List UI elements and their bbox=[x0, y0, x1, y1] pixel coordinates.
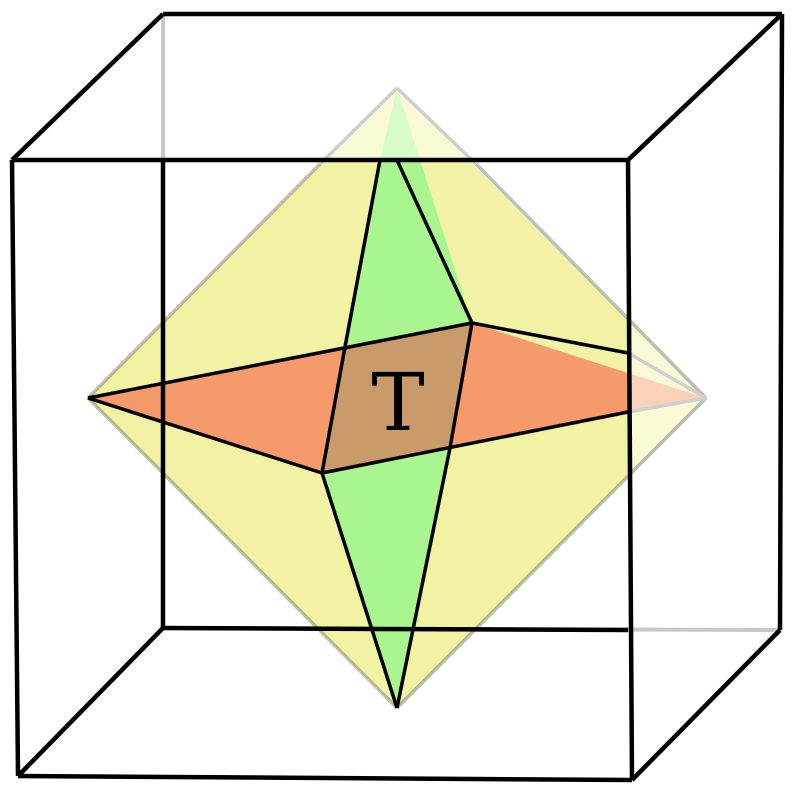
cube-bottom-right-edge bbox=[630, 628, 782, 782]
edge-front-bottom bbox=[321, 410, 629, 475]
cube-visible-edges bbox=[9, 11, 785, 783]
cross-section-intersection bbox=[322, 323, 472, 473]
edge-top-right bbox=[474, 162, 708, 400]
edge-apex-to-back-left bbox=[343, 159, 382, 348]
cube-bottom-left-edge bbox=[16, 626, 165, 778]
cube-top-left-edge bbox=[10, 12, 165, 162]
cube-back-right-edge bbox=[777, 13, 785, 631]
edge-right-faint-top bbox=[627, 351, 707, 400]
edge-bottom-right bbox=[395, 396, 708, 710]
vertical-cross-section-lower bbox=[322, 448, 450, 708]
edge-top-right-faint bbox=[395, 86, 478, 166]
edge-lower-right bbox=[395, 447, 452, 709]
cube-front-bottom-edge bbox=[17, 773, 633, 783]
octahedron-edges bbox=[86, 86, 708, 710]
edge-lower-left bbox=[320, 472, 399, 709]
edge-front-left-bottom bbox=[87, 396, 323, 475]
edge-left-top bbox=[86, 162, 322, 400]
octahedron-top-apex-faded bbox=[320, 88, 476, 160]
edge-front-left-top bbox=[87, 321, 473, 400]
edge-right-faint-bottom bbox=[627, 396, 707, 414]
edge-front-right bbox=[471, 321, 629, 355]
octahedron-right-apex-faded bbox=[628, 320, 706, 476]
edge-top-left-faint bbox=[318, 86, 399, 166]
edge-upper-cross bbox=[320, 346, 347, 474]
center-label: T bbox=[371, 356, 424, 449]
vertical-cross-section-upper bbox=[347, 88, 472, 347]
edge-lower-cross bbox=[448, 322, 474, 449]
horizontal-cross-section-left bbox=[88, 347, 345, 473]
cube-front-right-edge bbox=[625, 159, 635, 781]
cube-back-bottom-edge-visible bbox=[162, 625, 629, 633]
octahedron bbox=[86, 86, 708, 710]
horizontal-cross-section-right bbox=[450, 323, 706, 448]
edge-left-bottom bbox=[86, 396, 399, 710]
edge-apex-to-front-right bbox=[395, 159, 474, 324]
cube-top-right-edge bbox=[626, 12, 784, 162]
cube-front-left-edge bbox=[9, 159, 21, 777]
